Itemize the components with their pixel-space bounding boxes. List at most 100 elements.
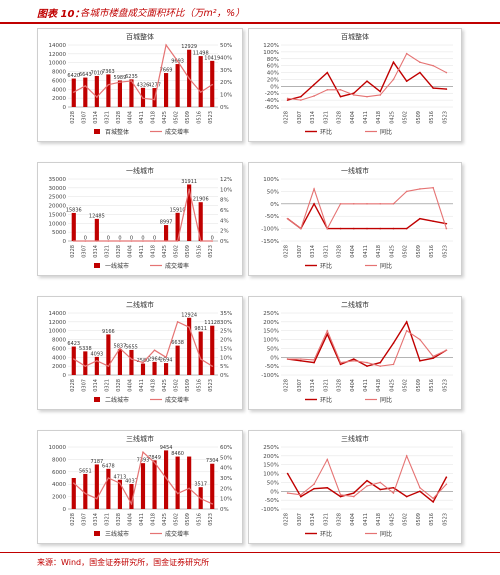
bar-value-label: 2694 [160, 358, 173, 364]
chart-svg-4: 二线城市 0 2000 4000 6000 8000 10000 12000 14000 0228… [49, 300, 233, 404]
x-tick-label: 0228 [284, 245, 290, 258]
bar-value-label: 4277 [148, 83, 161, 89]
line-point [392, 486, 395, 489]
bar [71, 478, 76, 509]
y-tick-label: 4000 [52, 87, 66, 93]
line-point [366, 479, 368, 482]
line-point [366, 95, 368, 98]
chart-title: 百城整体 [126, 32, 154, 41]
bar-value-label: 7849 [148, 455, 161, 461]
line-point [379, 481, 382, 484]
y-tick-label: 100% [263, 50, 279, 56]
x-tick-label: 0502 [403, 513, 409, 526]
chart-svg-0: 百城整体 0 2000 4000 6000 8000 10000 12000 14000 0228… [49, 32, 233, 136]
chart-svg-1: 百城整体 -60%-40%-20%0%20%40%60%80%100%120% 02… [263, 32, 453, 136]
y2-tick-label: 0% [220, 507, 229, 513]
x-tick-label: 0328 [116, 245, 122, 258]
x-tick-label: 0516 [429, 111, 435, 124]
y2-tick-label: 15% [220, 346, 232, 352]
y2-tick-label: 0% [220, 373, 229, 379]
legend-swatch-bar [94, 263, 100, 268]
line-point [392, 78, 395, 81]
y2-tick-label: 20% [220, 80, 232, 86]
line-point [379, 94, 382, 96]
x-tick-label: 0425 [389, 245, 395, 258]
x-tick-label: 0314 [93, 379, 99, 392]
line-point [352, 94, 355, 96]
line-point [72, 482, 75, 484]
y2-tick-label: 10% [220, 497, 232, 503]
line-point [339, 495, 342, 498]
line-point [176, 240, 179, 242]
line-point [339, 363, 342, 366]
x-tick-label: 0328 [337, 245, 343, 258]
x-tick-label: 0411 [139, 111, 145, 124]
x-tick-label: 0425 [162, 513, 168, 526]
x-tick-label: 0404 [127, 111, 133, 124]
x-tick-label: 0418 [376, 111, 382, 124]
x-tick-label: 0321 [323, 513, 329, 526]
line-point [352, 360, 355, 362]
figure-header: 图表 10： 各城市楼盘成交面积环比（万m²，%） [0, 0, 500, 24]
bar [129, 79, 134, 107]
x-tick-label: 0516 [429, 513, 435, 526]
y2-tick-label: 35% [220, 311, 232, 317]
line-point [176, 492, 179, 495]
line-point [300, 227, 302, 230]
y-tick-label: 20% [267, 77, 279, 83]
line-point [339, 88, 342, 91]
bar-value-label: 6423 [67, 341, 80, 347]
line-point [419, 71, 421, 74]
x-tick-label: 0418 [151, 513, 157, 526]
bar [94, 356, 99, 375]
line-point [96, 96, 98, 98]
x-tick-label: 0228 [284, 513, 290, 526]
x-tick-label: 0321 [104, 245, 110, 258]
x-tick-label: 0502 [174, 513, 180, 526]
y-tick-label: 250% [263, 445, 279, 451]
line-point [379, 90, 382, 93]
line-point [405, 227, 408, 230]
y-tick-label: 120% [263, 43, 279, 49]
line-point [119, 482, 121, 484]
y-tick-label: 12000 [49, 320, 67, 326]
y-tick-label: 0 [63, 373, 67, 379]
y-tick-label: 6000 [52, 470, 66, 476]
line-point [199, 240, 202, 242]
line-point [72, 358, 75, 360]
x-tick-label: 0404 [127, 513, 133, 526]
line-point [339, 95, 342, 98]
x-tick-label: 0321 [104, 111, 110, 124]
legend-label: 成交增率 [165, 396, 189, 404]
y2-tick-label: 50% [220, 455, 232, 461]
x-tick-label: 0411 [139, 379, 145, 392]
x-tick-label: 0328 [337, 379, 343, 392]
x-tick-label: 0228 [284, 111, 290, 124]
line-point [313, 483, 315, 485]
line-point [313, 203, 315, 205]
x-tick-label: 0523 [208, 379, 214, 392]
chart-panel-2: 一线城市 0 5000 10000 15000 20000 25000 30000 35000 0… [37, 162, 243, 276]
line-point [211, 240, 214, 242]
y-tick-label: -50% [265, 498, 279, 504]
x-tick-label: 0523 [208, 111, 214, 124]
x-tick-label: 0425 [389, 513, 395, 526]
x-tick-label: 0404 [350, 513, 356, 526]
line-point [188, 487, 190, 490]
x-tick-label: 0516 [429, 379, 435, 392]
line-point [432, 501, 434, 503]
line-point [313, 95, 315, 97]
y-tick-label: 2000 [52, 495, 66, 501]
line-point [107, 365, 110, 367]
line-point [176, 60, 179, 62]
bar [210, 463, 215, 509]
x-tick-label: 0516 [197, 111, 203, 124]
line-point [188, 188, 190, 191]
x-tick-label: 0404 [127, 379, 133, 392]
bar [140, 463, 146, 509]
x-tick-label: 0411 [363, 111, 369, 124]
x-tick-label: 0314 [310, 245, 316, 258]
line-point [392, 61, 395, 64]
x-tick-label: 0523 [442, 379, 448, 392]
figure-label: 图表 10： [37, 9, 85, 20]
